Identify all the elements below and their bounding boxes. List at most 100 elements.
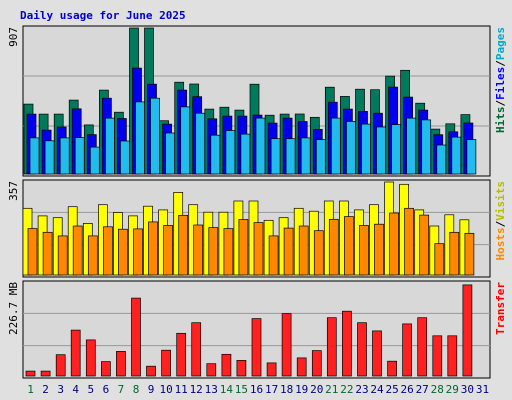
bar-transfer-day-15 [236,360,247,377]
bar-pages-day-15 [240,133,251,175]
x-tick-label: 21 [325,383,338,396]
bar-pages-day-27 [421,119,432,175]
x-tick-label: 6 [103,383,110,396]
bar-transfer-day-5 [85,339,96,377]
bar-hosts-day-1 [27,228,38,276]
x-tick-label: 22 [340,383,353,396]
bar-pages-day-12 [195,112,206,175]
bar-pages-day-29 [451,136,462,175]
bar-pages-day-8 [135,101,145,175]
bar-pages-day-6 [105,117,115,175]
bar-pages-day-28 [436,144,447,175]
x-tick-label: 1 [27,383,34,396]
bar-transfer-day-1 [25,370,36,377]
bar-transfer-day-19 [296,357,307,377]
x-tick-label: 23 [355,383,368,396]
x-tick-label: 12 [190,383,203,396]
bar-hosts-day-19 [298,225,309,276]
bar-hosts-day-10 [163,225,173,276]
bar-transfer-day-27 [417,317,428,377]
x-tick-label: 30 [461,383,474,396]
bar-transfer-day-20 [311,350,322,377]
x-tick-label: 11 [175,383,188,396]
bar-transfer-day-12 [191,322,202,377]
bar-hosts-day-20 [313,230,324,276]
max-label-transfer: 226.7 MB [7,282,20,335]
legend-part: Hosts [494,227,507,260]
bar-transfer-day-2 [40,370,51,377]
x-tick-label: 13 [205,383,218,396]
bar-transfer-day-25 [387,360,397,377]
legend-part: / [494,60,507,67]
legend-transfer: Transfer [494,282,507,335]
legend-part: Files [494,67,507,100]
bar-pages-day-14 [225,130,236,175]
bar-pages-day-23 [361,123,371,175]
bar-hosts-day-18 [283,227,294,276]
bar-pages-day-10 [165,132,175,175]
bar-hosts-day-8 [133,228,143,276]
bar-pages-day-5 [89,146,100,175]
bar-pages-day-9 [150,97,160,175]
x-tick-label: 17 [265,383,278,396]
bar-hosts-day-26 [404,207,414,276]
bar-transfer-day-7 [116,351,126,377]
bar-hosts-day-27 [419,214,430,276]
bar-pages-day-1 [29,137,40,175]
legend-part: Hits [494,107,507,134]
x-tick-label: 3 [57,383,64,396]
bar-hosts-day-9 [148,221,158,276]
x-tick-label: 2 [42,383,49,396]
bar-pages-day-11 [180,106,191,175]
bar-pages-day-3 [59,137,70,175]
bar-transfer-day-8 [131,297,141,377]
x-tick-label: 26 [400,383,413,396]
bar-transfer-day-30 [462,284,473,377]
x-tick-label: 31 [476,383,489,396]
x-tick-label: 7 [118,383,125,396]
bar-hosts-day-25 [389,212,399,276]
legend-part: / [494,220,507,227]
x-tick-label: 9 [148,383,155,396]
bar-transfer-day-18 [281,313,292,377]
bar-hosts-day-30 [464,232,475,276]
legend-hosts-visits: Hosts/Visits [494,181,507,261]
legend-hits-files-pages: Hits/Files/Pages [494,27,507,133]
bar-hosts-day-17 [268,235,279,276]
bar-pages-day-20 [315,139,326,175]
x-tick-label: 19 [295,383,308,396]
bar-transfer-day-10 [161,349,171,377]
x-tick-label: 29 [446,383,459,396]
x-tick-label: 8 [133,383,140,396]
bar-transfer-day-3 [55,354,66,377]
bar-transfer-day-28 [432,335,443,377]
legend-part: Pages [494,27,507,60]
bar-transfer-day-13 [206,363,217,377]
bar-transfer-day-6 [101,361,111,377]
bar-hosts-day-28 [434,243,445,276]
x-tick-label: 14 [220,383,234,396]
bar-transfer-day-4 [70,329,81,377]
bar-hosts-day-22 [344,216,354,276]
bar-transfer-day-29 [447,335,458,377]
bar-transfer-day-14 [221,353,232,377]
legend-part: / [494,100,507,107]
bar-hosts-day-6 [103,226,113,276]
bar-pages-day-18 [285,138,296,175]
legend-part: Transfer [494,282,507,335]
x-tick-label: 24 [370,383,384,396]
bar-hosts-day-12 [193,224,204,276]
x-tick-label: 15 [235,383,248,396]
bar-hosts-day-7 [118,228,128,276]
bar-transfer-day-17 [266,362,277,377]
bar-hosts-day-3 [57,235,68,276]
bar-hosts-day-16 [253,222,264,276]
bar-transfer-day-11 [176,332,187,377]
x-tick-label: 28 [431,383,444,396]
bar-pages-day-16 [255,117,266,175]
bar-pages-day-30 [466,139,477,175]
bar-hosts-day-23 [359,225,369,276]
bar-hosts-day-21 [328,218,339,276]
x-tick-label: 25 [385,383,398,396]
legend-part: Visits [494,181,507,221]
